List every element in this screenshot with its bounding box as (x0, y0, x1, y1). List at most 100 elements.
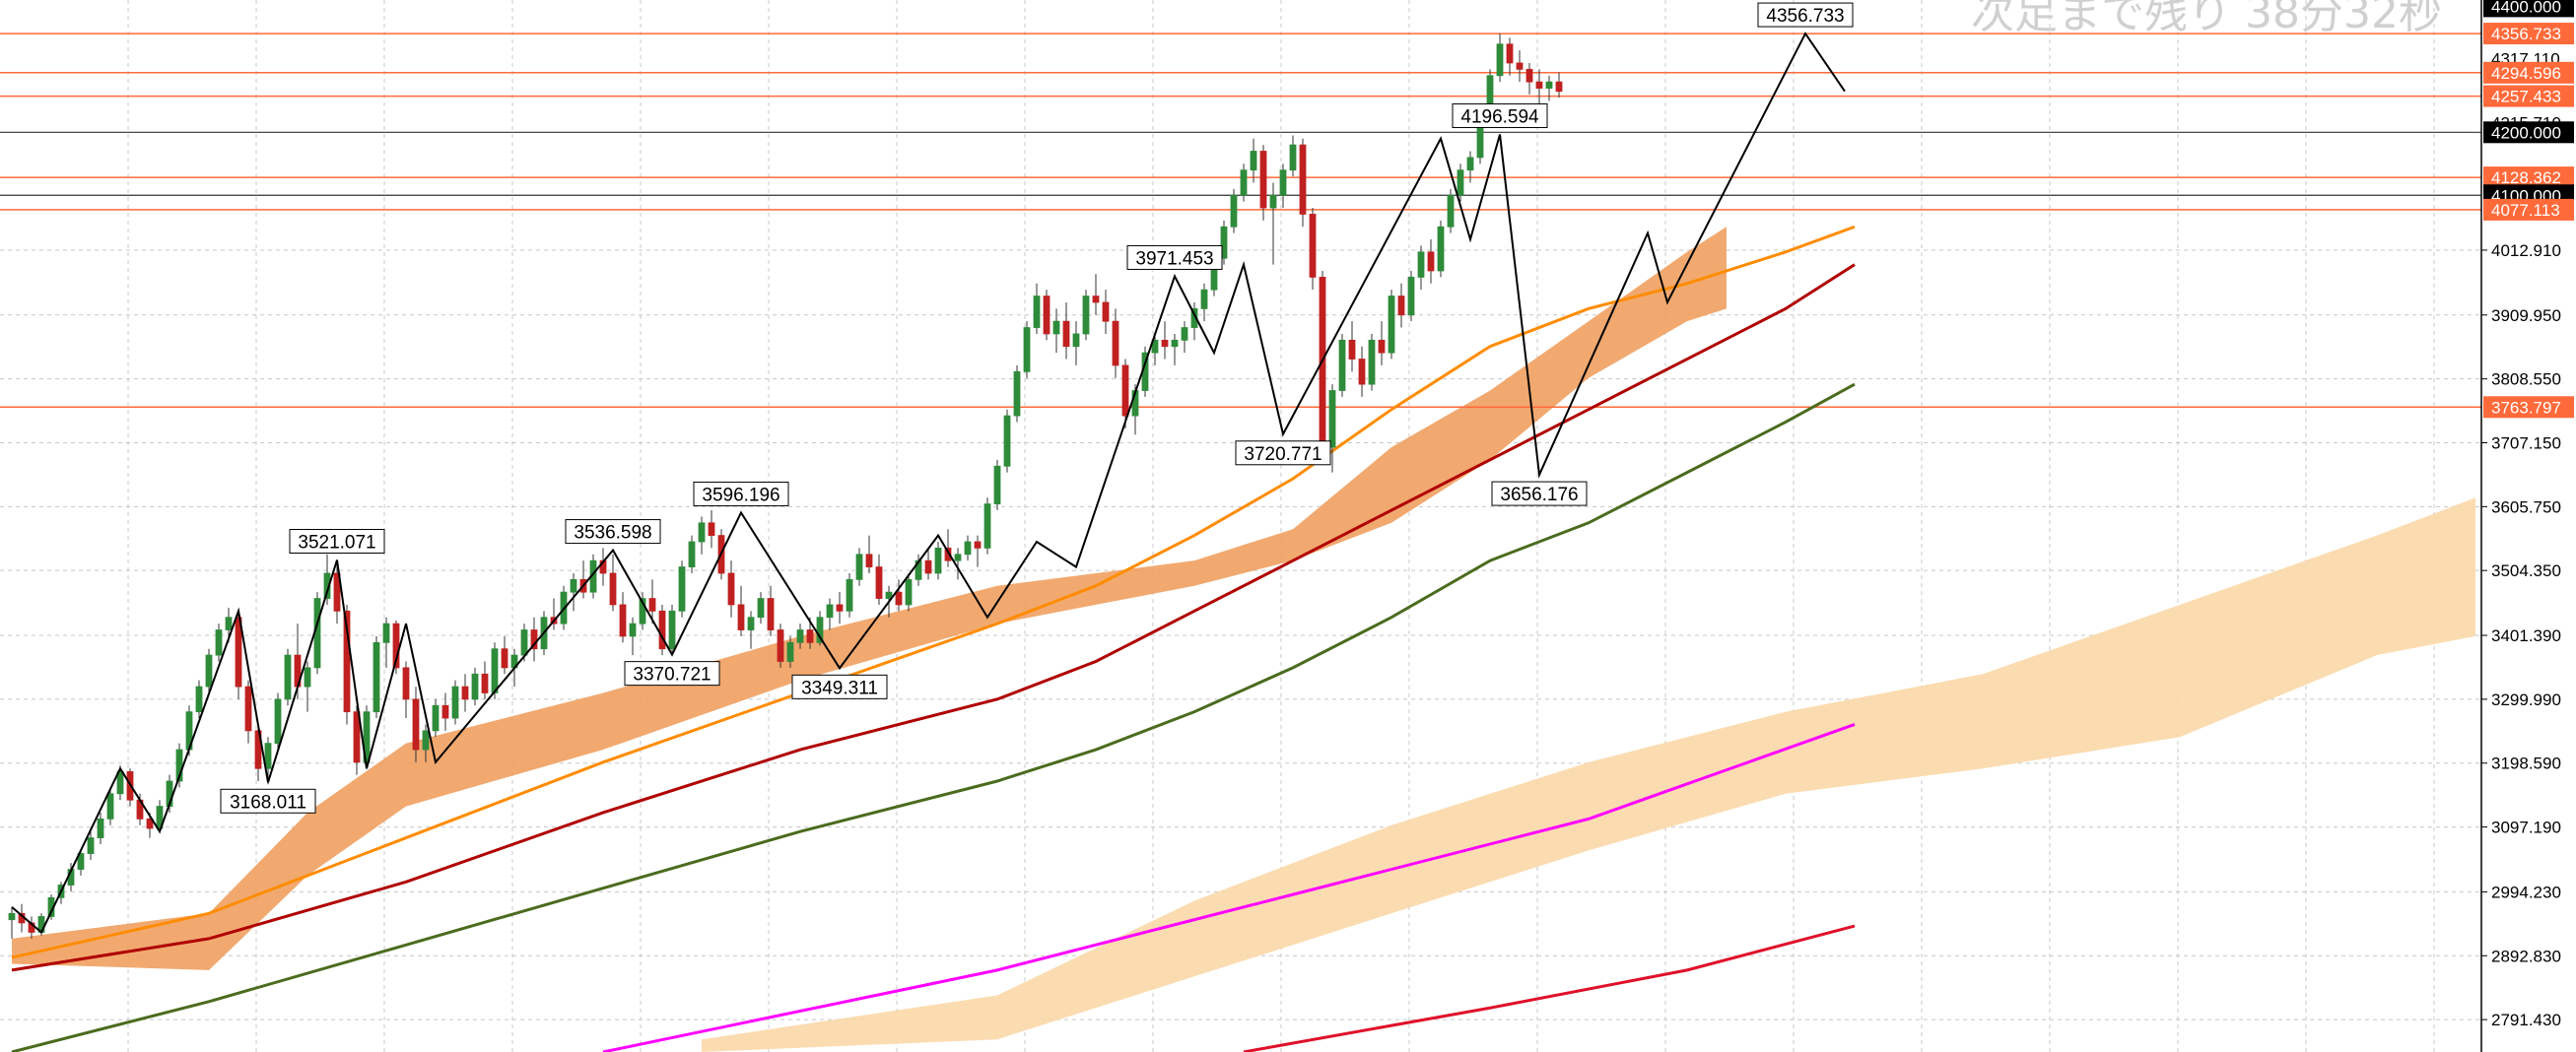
candle-body (836, 604, 844, 612)
y-tick-label: 3808.550 (2491, 370, 2561, 389)
zigzag-label-text: 3971.453 (1135, 248, 1213, 269)
candle-body (639, 598, 646, 625)
candle-body (846, 578, 853, 612)
price-tag: 4257.433 (2483, 85, 2574, 107)
zigzag-label-box (791, 674, 888, 699)
zigzag-label-text: 3536.598 (574, 523, 651, 544)
candle-body (1279, 169, 1287, 196)
zigzag-label-box (220, 788, 316, 814)
candle-body (629, 623, 637, 637)
candle-body (1555, 81, 1563, 93)
zigzag-label: 3971.453 (1126, 244, 1223, 270)
zigzag-label-text: 3168.011 (230, 792, 306, 813)
y-tick-label: 2791.430 (2491, 1011, 2561, 1029)
zigzag-label: 3720.771 (1235, 440, 1331, 466)
candle-body (1062, 320, 1070, 348)
candle-body (974, 541, 982, 549)
candle-body (1259, 151, 1267, 209)
price-tag-text: 4294.596 (2491, 64, 2561, 83)
candle-body (284, 654, 292, 700)
candle-body (648, 598, 656, 612)
price-tag: 4294.596 (2483, 61, 2574, 84)
ma-long-line (11, 382, 1856, 1052)
candle-body (767, 598, 775, 630)
red-line (1243, 924, 1856, 1052)
candle-body (1181, 327, 1188, 341)
candle-body (1309, 214, 1317, 278)
candle-body (373, 641, 380, 713)
candle-body (1092, 296, 1100, 303)
candle-body (274, 698, 282, 745)
price-tag-box (2483, 198, 2574, 221)
zigzag-label-text: 3656.176 (1500, 485, 1578, 505)
candle-body (826, 604, 834, 619)
zigzag (11, 32, 1846, 935)
candle-body (304, 667, 311, 688)
candle-body (619, 604, 627, 637)
zigzag-label: 4356.733 (1757, 2, 1854, 28)
candle-body (205, 654, 213, 688)
candle-body (195, 686, 203, 713)
zigzag-label-box (1235, 440, 1331, 466)
zigzag-label-text: 4196.594 (1460, 106, 1539, 127)
candle-body (461, 686, 469, 700)
candle-body (727, 572, 735, 606)
candle-body (1378, 339, 1386, 354)
candle-body (885, 591, 893, 599)
candle-body (1200, 289, 1208, 309)
candle-body (1437, 226, 1445, 272)
price-tag: 4128.362 (2483, 166, 2574, 189)
zigzag-label-box (289, 528, 385, 554)
price-tag-text: 4200.000 (2491, 123, 2561, 142)
ichimoku-cloud (12, 227, 2475, 1052)
candle-body (688, 541, 696, 567)
candle-body (1447, 194, 1455, 228)
candle-body (1328, 390, 1336, 448)
candle-body (777, 629, 784, 662)
candle-body (1506, 43, 1514, 64)
candle-body (333, 572, 341, 612)
candle-body (343, 610, 351, 713)
candle-body (106, 793, 114, 820)
candle-body (944, 547, 952, 561)
candle-body (1427, 251, 1435, 272)
zigzag-label-box (693, 481, 789, 506)
candle-body (1171, 339, 1179, 348)
zigzag-line (11, 32, 1846, 935)
price-tag-text: 4257.433 (2491, 88, 2561, 106)
countdown-text: 次足まで残り 38分32秒 (1971, 0, 2442, 38)
y-tick-label: 3605.750 (2491, 497, 2561, 516)
ma-short-line (11, 225, 1856, 959)
price-tag-box (2483, 121, 2574, 144)
indicator-lines (11, 225, 1856, 1052)
candle-body (323, 572, 331, 599)
candle-body (609, 572, 617, 606)
y-tick-label: 3299.990 (2491, 690, 2561, 709)
price-tag: 4356.733 (2483, 23, 2574, 45)
candle-body (1338, 339, 1346, 391)
candle-body (1397, 296, 1405, 316)
candle-body (441, 704, 449, 719)
candle-body (1250, 151, 1257, 171)
price-tag-text: 4400.000 (2491, 0, 2561, 16)
zigzag-label-text: 3720.771 (1244, 444, 1322, 465)
candle-body (905, 578, 913, 606)
zigzag-label: 4196.594 (1452, 102, 1548, 128)
candle-body (757, 598, 765, 619)
candle-body (481, 673, 489, 693)
candle-body (146, 818, 154, 829)
candle-body (698, 522, 706, 543)
price-tag: 4200.000 (2483, 121, 2574, 144)
y-tick-label: 2994.230 (2491, 883, 2561, 901)
zigzag-label-box (565, 519, 661, 545)
candle-body (737, 604, 745, 630)
candle-body (1299, 144, 1307, 215)
candle-body (668, 610, 676, 650)
candle-body (1545, 81, 1553, 89)
candle-body (471, 673, 479, 700)
candle-body (1102, 301, 1110, 322)
cloud-far (702, 497, 2475, 1052)
y-tick-label: 3401.390 (2491, 626, 2561, 645)
candle-body (895, 591, 903, 606)
